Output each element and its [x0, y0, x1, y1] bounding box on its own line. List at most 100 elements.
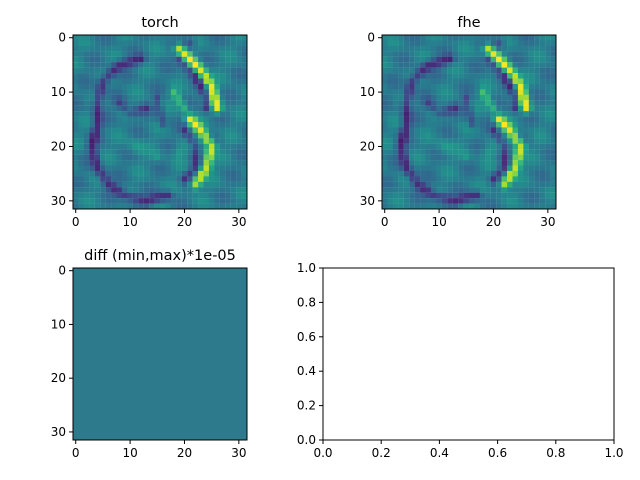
heatmap-cell: [214, 160, 220, 166]
heatmap-cell: [463, 181, 470, 188]
x-tick-label: 10: [122, 215, 137, 229]
heatmap-cell: [170, 154, 177, 161]
heatmap-cell: [181, 149, 188, 155]
heatmap-cell: [382, 45, 388, 52]
heatmap-cell: [83, 170, 90, 177]
heatmap-cell: [523, 56, 529, 63]
heatmap-cell: [382, 73, 388, 79]
heatmap-cell: [89, 100, 95, 106]
heatmap-cell: [181, 35, 188, 41]
heatmap-cell: [496, 138, 502, 144]
heatmap-cell: [463, 89, 470, 95]
heatmap-cell: [121, 127, 128, 133]
heatmap-cell: [539, 170, 546, 177]
heatmap-cell: [474, 111, 480, 117]
heatmap-cell: [78, 78, 84, 85]
heatmap-cell: [89, 176, 95, 182]
heatmap-cell: [420, 170, 426, 177]
heatmap-cell: [474, 203, 480, 209]
heatmap-cell: [398, 160, 404, 166]
heatmap-cell: [512, 154, 519, 161]
heatmap-cell: [127, 116, 133, 123]
heatmap-cell: [230, 111, 237, 117]
heatmap-cell: [230, 149, 237, 155]
heatmap-cell: [496, 83, 502, 90]
heatmap-cell: [111, 160, 117, 166]
heatmap-cell: [512, 122, 519, 128]
heatmap-cell: [463, 35, 470, 41]
heatmap-cell: [469, 138, 475, 144]
heatmap-cell: [165, 94, 171, 101]
heatmap-cell: [474, 187, 480, 193]
heatmap-cell: [507, 78, 513, 85]
heatmap-cell: [534, 154, 540, 161]
heatmap-cell: [73, 62, 79, 68]
heatmap-cell: [447, 67, 453, 74]
heatmap-cell: [528, 67, 535, 74]
heatmap-cell: [392, 122, 399, 128]
heatmap-cell: [121, 62, 128, 68]
heatmap-cell: [94, 111, 101, 117]
heatmap-cell: [94, 73, 101, 79]
heatmap-cell: [436, 132, 442, 139]
heatmap-cell: [414, 160, 421, 166]
heatmap-cell: [398, 100, 404, 106]
heatmap-cell: [170, 83, 177, 90]
heatmap-cell: [469, 165, 475, 172]
heatmap-cell: [512, 40, 519, 46]
heatmap-cell: [452, 132, 459, 139]
heatmap-cell: [170, 67, 177, 74]
heatmap-cell: [539, 116, 546, 123]
heatmap-cell: [507, 100, 513, 106]
heatmap-cell: [187, 132, 193, 139]
heatmap-cell: [89, 154, 95, 161]
heatmap-cell: [550, 132, 556, 139]
heatmap-cell: [138, 45, 144, 52]
heatmap-cell: [230, 89, 237, 95]
heatmap-cell: [149, 100, 155, 106]
heatmap-cell: [501, 111, 508, 117]
heatmap-cell: [83, 89, 90, 95]
heatmap-cell: [425, 116, 432, 123]
heatmap-cell: [539, 181, 546, 188]
heatmap-cell: [105, 73, 112, 79]
heatmap-cell: [420, 67, 426, 74]
heatmap-cell: [550, 181, 556, 188]
heatmap-cell: [539, 198, 546, 204]
heatmap-cell: [154, 67, 161, 74]
heatmap-cell: [501, 160, 508, 166]
heatmap-cell: [127, 138, 133, 144]
heatmap-cell: [100, 160, 106, 166]
heatmap-cell: [403, 127, 410, 133]
heatmap-cell: [474, 35, 480, 41]
heatmap-cell: [225, 143, 231, 150]
heatmap-cell: [149, 35, 155, 41]
heatmap-cell: [523, 160, 529, 166]
heatmap-cell: [474, 198, 480, 204]
heatmap-cell: [485, 181, 491, 188]
heatmap-cell: [414, 138, 421, 144]
heatmap-cell: [241, 149, 247, 155]
heatmap-cell: [382, 100, 388, 106]
heatmap-cell: [496, 35, 502, 41]
heatmap-cell: [121, 45, 128, 52]
heatmap-cell: [539, 192, 546, 199]
heatmap-cell: [105, 198, 112, 204]
heatmap-cell: [192, 35, 199, 41]
heatmap-cell: [143, 35, 150, 41]
heatmap-cell: [127, 181, 133, 188]
heatmap-cell: [89, 122, 95, 128]
heatmap-cell: [517, 35, 524, 41]
heatmap-cell: [111, 203, 117, 209]
heatmap-cell: [528, 127, 535, 133]
heatmap-cell: [208, 192, 215, 199]
heatmap-cell: [507, 122, 513, 128]
heatmap-cell: [496, 149, 502, 155]
heatmap-cell: [387, 187, 393, 193]
heatmap-cell: [458, 132, 464, 139]
heatmap-cell: [132, 149, 139, 155]
heatmap-cell: [534, 149, 540, 155]
heatmap-cell: [425, 111, 432, 117]
heatmap-cell: [441, 127, 448, 133]
